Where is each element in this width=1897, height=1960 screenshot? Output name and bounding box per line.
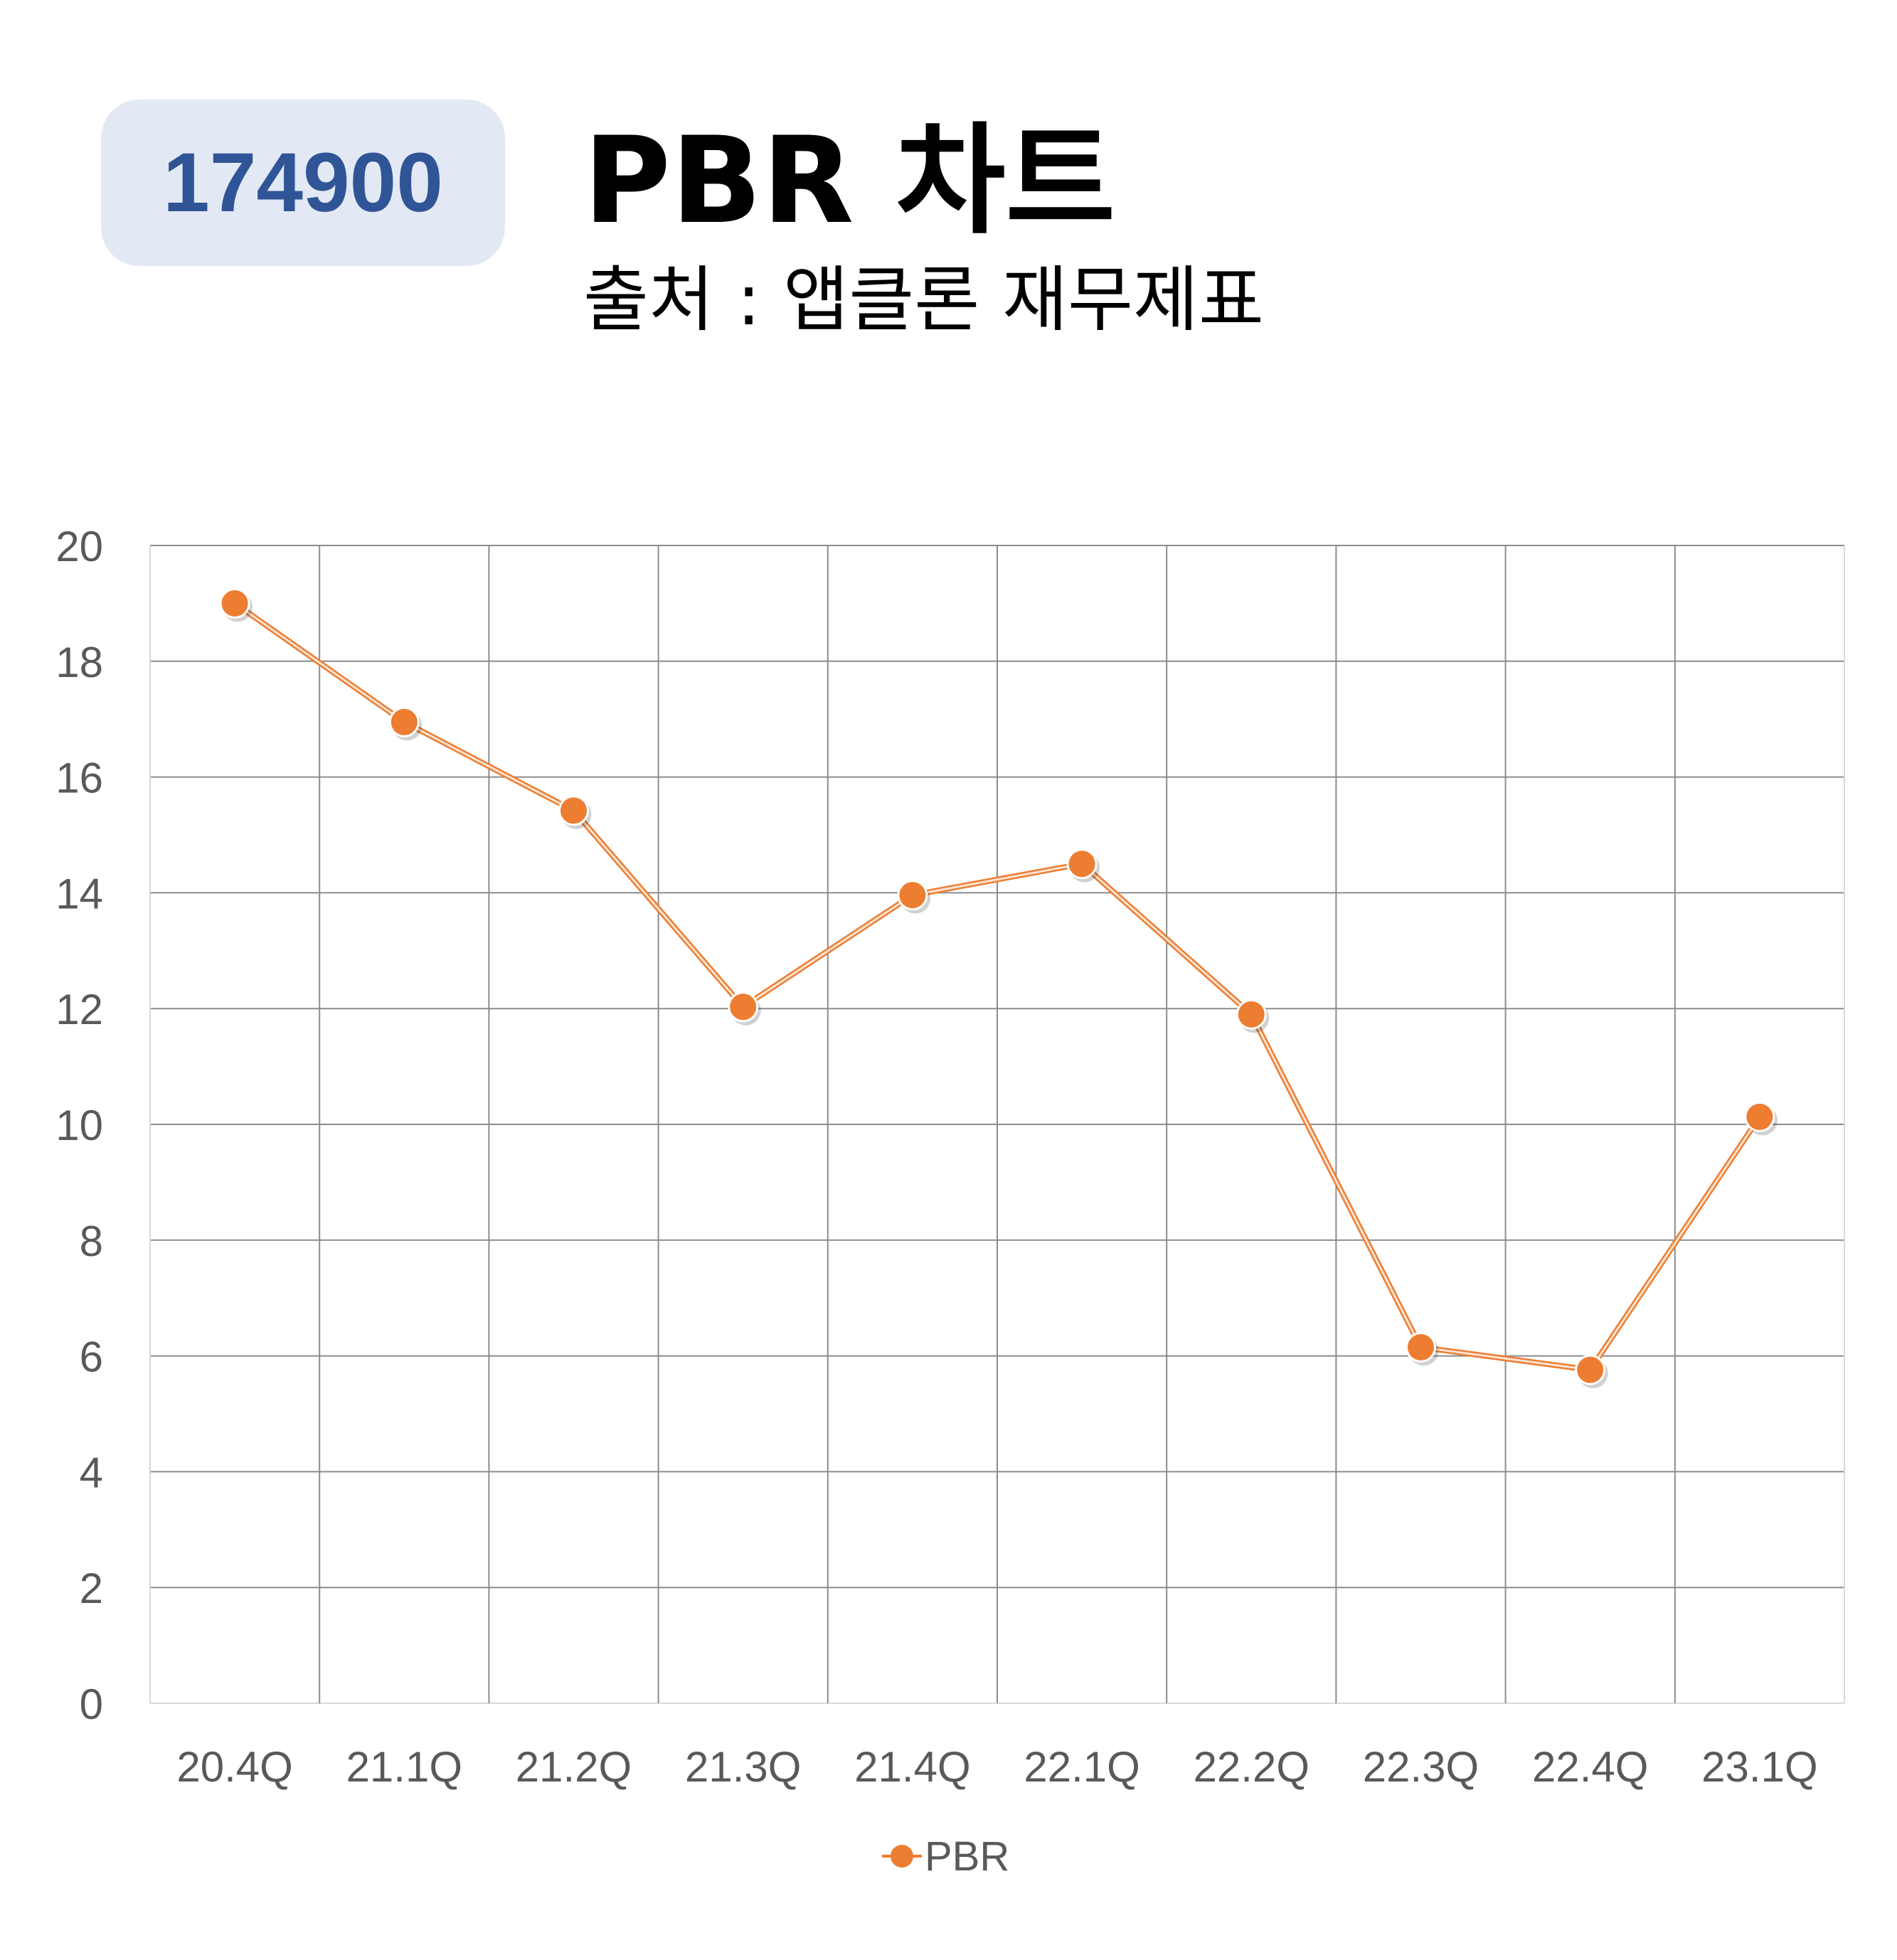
x-tick-label: 21.3Q bbox=[685, 1743, 801, 1791]
chart-title: PBR 차트 bbox=[583, 111, 1116, 250]
data-point bbox=[219, 587, 250, 619]
stock-code-badge: 174900 bbox=[101, 100, 505, 266]
x-tick-label: 20.4Q bbox=[176, 1743, 292, 1791]
data-point bbox=[1406, 1331, 1436, 1363]
x-tick-label: 21.2Q bbox=[516, 1743, 632, 1791]
series-line-inner bbox=[234, 602, 1761, 1371]
y-tick-label: 14 bbox=[55, 870, 103, 917]
y-tick-label: 10 bbox=[55, 1102, 103, 1149]
y-axis: 0 2 4 6 8 10 12 14 16 18 20 bbox=[55, 523, 103, 1728]
y-tick-label: 2 bbox=[80, 1565, 103, 1612]
chart-source-subtitle: 출처 : 앱클론 재무제표 bbox=[583, 258, 1265, 341]
chart-header: 174900 PBR 차트 출처 : 앱클론 재무제표 bbox=[0, 0, 1897, 398]
legend-marker bbox=[891, 1845, 913, 1868]
y-tick-label: 6 bbox=[80, 1333, 103, 1381]
series-pbr bbox=[219, 587, 1778, 1389]
y-tick-label: 8 bbox=[80, 1218, 103, 1265]
x-tick-label: 23.1Q bbox=[1701, 1743, 1817, 1791]
y-tick-label: 4 bbox=[80, 1449, 103, 1496]
y-tick-label: 16 bbox=[55, 755, 103, 802]
data-point bbox=[1744, 1101, 1775, 1132]
y-tick-label: 18 bbox=[55, 639, 103, 686]
data-point bbox=[558, 795, 589, 826]
y-tick-label: 20 bbox=[55, 523, 103, 570]
data-point bbox=[897, 880, 928, 911]
x-tick-label: 22.4Q bbox=[1532, 1743, 1648, 1791]
data-point bbox=[1575, 1354, 1606, 1385]
x-tick-label: 22.1Q bbox=[1024, 1743, 1139, 1791]
data-point bbox=[388, 706, 420, 737]
x-tick-label: 21.4Q bbox=[854, 1743, 970, 1791]
y-tick-label: 12 bbox=[55, 986, 103, 1033]
data-point bbox=[728, 991, 759, 1023]
x-tick-label: 22.2Q bbox=[1194, 1743, 1309, 1791]
chart-grid bbox=[149, 545, 1845, 1704]
x-axis: 20.4Q 21.1Q 21.2Q 21.3Q 21.4Q 22.1Q 22.2Q 22.3Q… bbox=[176, 1743, 1817, 1791]
x-tick-label: 21.1Q bbox=[346, 1743, 462, 1791]
data-point bbox=[1236, 998, 1267, 1030]
chart-legend: PBR bbox=[882, 1833, 1009, 1880]
x-tick-label: 22.3Q bbox=[1363, 1743, 1479, 1791]
data-point bbox=[1066, 848, 1098, 880]
y-tick-label: 0 bbox=[80, 1681, 103, 1728]
legend-label-pbr: PBR bbox=[925, 1833, 1009, 1880]
